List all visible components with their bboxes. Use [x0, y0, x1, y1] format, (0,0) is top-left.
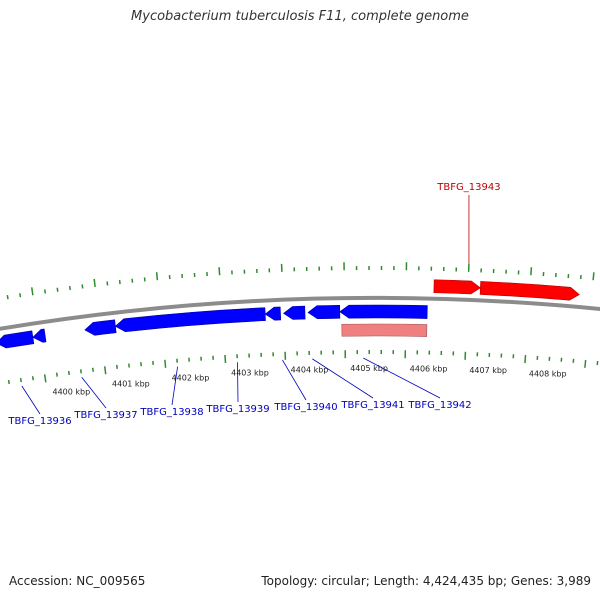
callout-line: [312, 358, 374, 399]
gene-label-tbfg-13939: TBFG_13939: [205, 404, 269, 415]
outer-tick-minor: [44, 289, 47, 294]
outer-tick-major: [530, 267, 533, 276]
outer-tick-major: [218, 267, 221, 276]
reverse-gene-arrow: [84, 319, 117, 336]
inner-tick-minor: [91, 367, 94, 372]
inner-tick-major: [104, 366, 107, 375]
forward-strand-genes: [433, 279, 580, 301]
gene-label-tbfg-13943: TBFG_13943: [436, 182, 500, 193]
inner-tick-major: [584, 359, 587, 368]
reverse-strand-genes: [0, 304, 428, 349]
reverse-gene-arrow: [283, 305, 306, 320]
scale-label: 4408 kbp: [529, 369, 567, 378]
callout-line: [282, 359, 307, 401]
reverse-gene-arrow: [307, 304, 341, 320]
inner-tick-minor: [79, 369, 82, 374]
gene-label-tbfg-13942: TBFG_13942: [407, 400, 471, 411]
gene-label-tbfg-13941: TBFG_13941: [340, 400, 404, 411]
reverse-gene-arrow: [264, 306, 282, 321]
outer-tick-major: [592, 272, 595, 281]
outer-tick-minor: [6, 295, 9, 300]
callout-line: [363, 357, 441, 399]
outer-tick-minor: [81, 284, 84, 289]
forward-gene-arrow: [433, 279, 481, 295]
scale-label: 4405 kbp: [350, 364, 388, 373]
map-title: Mycobacterium tuberculosis F11, complete…: [131, 9, 469, 24]
scale-label: 4402 kbp: [172, 373, 210, 382]
scale-label: 4406 kbp: [410, 364, 448, 373]
gene-label-tbfg-13937: TBFG_13937: [73, 410, 137, 421]
inner-tick-major: [43, 374, 47, 383]
accession-label: Accession: NC_009565: [9, 574, 146, 588]
scale-label: 4400 kbp: [52, 387, 90, 396]
outer-tick-major: [93, 278, 96, 287]
scale-labels: 4400 kbp 4401 kbp 4402 kbp 4403 kbp 4404 kbp…: [52, 364, 566, 396]
gene-label-tbfg-13938: TBFG_13938: [139, 407, 203, 418]
inner-tick-major: [224, 354, 227, 364]
gene-label-tbfg-13940: TBFG_13940: [273, 402, 337, 413]
inner-tick-minor: [31, 376, 34, 381]
inner-tick-minor: [19, 377, 22, 383]
outer-tick-minor: [19, 293, 22, 298]
outer-tick-minor: [56, 287, 59, 292]
reverse-gene-arrow: [0, 330, 35, 349]
rna-features: [341, 323, 428, 337]
inner-tick-minor: [7, 379, 10, 385]
callout-line: [21, 385, 41, 415]
callout-line: [171, 366, 178, 406]
outer-tick-major: [30, 287, 34, 296]
outer-tick-major: [155, 272, 159, 281]
rna-feature-block: [341, 323, 428, 337]
scale-label: 4404 kbp: [291, 366, 329, 375]
scale-label: 4407 kbp: [469, 366, 507, 375]
genome-backbone: [0, 296, 600, 331]
outer-tick-minor: [68, 285, 71, 291]
gene-label-tbfg-13936: TBFG_13936: [7, 416, 71, 427]
forward-gene-arrow: [479, 281, 580, 301]
scale-label: 4401 kbp: [112, 380, 150, 389]
inner-tick-minor: [55, 372, 58, 377]
genome-summary: Topology: circular; Length: 4,424,435 bp…: [261, 574, 591, 588]
inner-tick-major: [164, 359, 167, 368]
reverse-gene-arrow: [32, 328, 47, 343]
scale-label: 4403 kbp: [231, 369, 269, 378]
callout-line: [81, 377, 107, 409]
inner-tick-ring: [7, 350, 599, 385]
inner-tick-major: [524, 354, 527, 364]
outer-tick-ring: [6, 262, 595, 300]
inner-tick-minor: [67, 370, 70, 376]
reverse-gene-arrow: [339, 304, 428, 319]
callout-line: [237, 362, 239, 403]
